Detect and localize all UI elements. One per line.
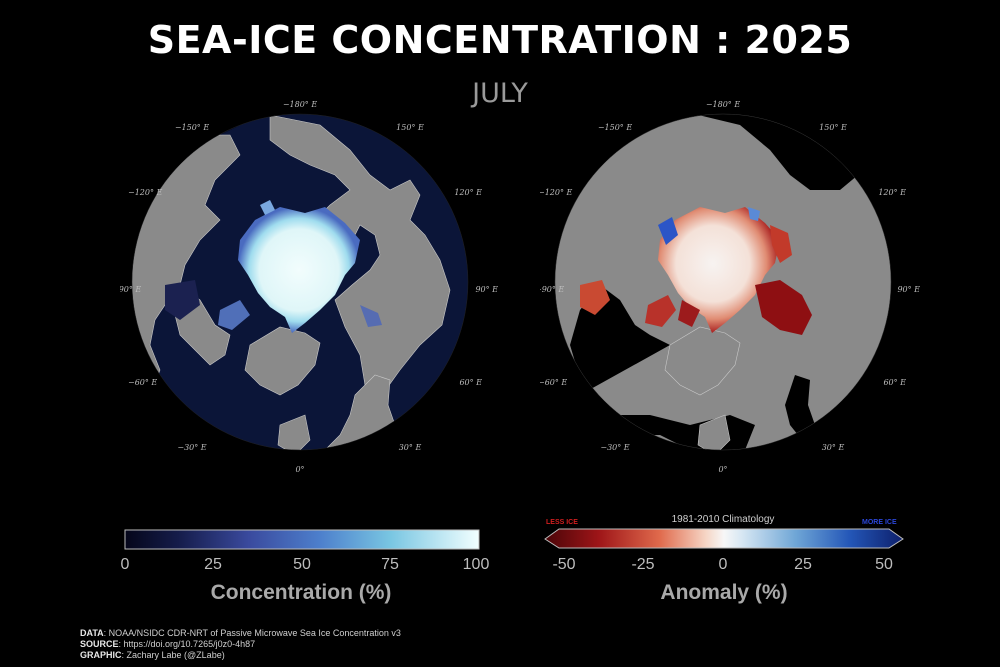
less-ice-label: LESS ICE — [546, 519, 578, 526]
lon-label: 90° E — [897, 285, 920, 294]
lon-label: −150° E — [598, 123, 633, 132]
cbar-tick: 0 — [718, 556, 728, 573]
cbar-tick: -25 — [631, 556, 655, 573]
credit-data: DATA: NOAA/NSIDC CDR-NRT of Passive Micr… — [80, 628, 401, 638]
lon-label: −120° E — [128, 188, 163, 197]
credit-graphic: GRAPHIC: Zachary Labe (@ZLabe) — [80, 650, 225, 660]
sea-ice-pack — [238, 207, 360, 333]
lon-label: 30° E — [399, 443, 422, 452]
lon-label: −150° E — [175, 123, 210, 132]
lon-label: 0° — [295, 465, 304, 474]
concentration-colorbar — [124, 529, 480, 550]
concentration-axis-label: Concentration (%) — [210, 581, 392, 604]
lon-label: −180° E — [706, 100, 741, 109]
anomaly-colorbar — [544, 528, 904, 549]
lon-label: −30° E — [177, 443, 206, 452]
lon-label: −180° E — [283, 100, 318, 109]
lon-label: 150° E — [819, 123, 847, 132]
anomaly-field — [658, 207, 780, 333]
land-europe — [277, 374, 421, 450]
credit-source: SOURCE: https://doi.org/10.7265/j0z0-4h8… — [80, 639, 256, 649]
lon-label: 120° E — [878, 188, 906, 197]
lon-label: 150° E — [396, 123, 424, 132]
climatology-label: 1981-2010 Climatology — [671, 514, 775, 525]
chart-title: SEA-ICE CONCENTRATION : 2025 — [147, 18, 853, 62]
credits: DATA: NOAA/NSIDC CDR-NRT of Passive Micr… — [80, 628, 401, 661]
more-ice-label: MORE ICE — [862, 519, 897, 526]
cbar-tick: 100 — [462, 556, 490, 573]
cbar-tick: 50 — [875, 556, 893, 573]
lon-label: 60° E — [883, 378, 906, 387]
lon-label: −90° E — [120, 285, 141, 294]
month-subtitle: JULY — [472, 78, 528, 109]
lon-label: −30° E — [600, 443, 629, 452]
lon-label: −120° E — [540, 188, 573, 197]
lon-label: 90° E — [475, 285, 498, 294]
cbar-tick: 25 — [204, 556, 222, 573]
lon-label: 0° — [718, 465, 727, 474]
concentration-map: −180° E −150° E 150° E −120° E 120° E −9… — [120, 100, 498, 474]
lon-label: 30° E — [822, 443, 845, 452]
cbar-tick: 0 — [120, 556, 130, 573]
cbar-tick: -50 — [552, 556, 576, 573]
cbar-tick: 50 — [293, 556, 311, 573]
anomaly-axis-label: Anomaly (%) — [660, 581, 788, 604]
anomaly-map: −180° E −150° E 150° E −120° E 120° E −9… — [540, 100, 920, 474]
cbar-tick: 75 — [381, 556, 399, 573]
lon-label: 60° E — [459, 378, 482, 387]
lon-label: 120° E — [454, 188, 482, 197]
cbar-tick: 25 — [794, 556, 812, 573]
lon-label: −90° E — [540, 285, 564, 294]
lon-label: −60° E — [128, 378, 157, 387]
lon-label: −60° E — [540, 378, 567, 387]
